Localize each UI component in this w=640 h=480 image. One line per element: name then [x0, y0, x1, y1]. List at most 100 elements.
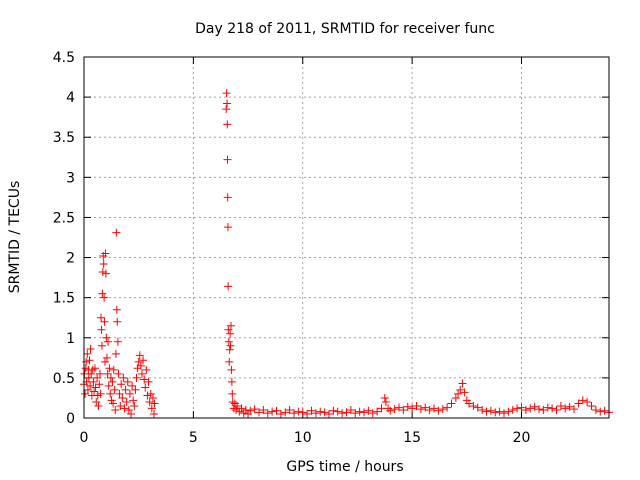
data-point [95, 369, 104, 378]
data-point [491, 408, 500, 417]
data-point [223, 223, 232, 232]
data-point [104, 381, 113, 390]
data-point [111, 405, 120, 414]
data-point [591, 405, 600, 414]
data-point [101, 269, 110, 278]
data-points [80, 89, 613, 418]
data-point [451, 393, 460, 402]
x-tick-label: 0 [80, 430, 89, 446]
data-point [228, 389, 237, 398]
data-point [81, 389, 90, 398]
data-point [495, 407, 504, 416]
data-point [128, 381, 137, 390]
data-point [141, 383, 150, 392]
data-point [458, 379, 467, 388]
data-point [578, 396, 587, 405]
data-point [583, 397, 592, 406]
data-point [399, 405, 408, 414]
data-point [99, 259, 108, 268]
data-point [124, 405, 133, 414]
data-point [222, 105, 231, 114]
data-point [434, 406, 443, 415]
data-point [130, 401, 139, 410]
data-point [307, 406, 316, 415]
data-point [148, 393, 157, 402]
data-point [122, 397, 131, 406]
data-point [83, 385, 92, 394]
data-point [373, 407, 382, 416]
data-point [223, 193, 232, 202]
data-point [421, 403, 430, 412]
data-point [114, 369, 123, 378]
data-point [224, 282, 233, 291]
data-point [473, 403, 482, 412]
data-point [408, 404, 417, 413]
data-point [85, 356, 94, 365]
data-point [92, 397, 101, 406]
data-point [430, 404, 438, 413]
axis-ticks: 0 0.5 1 1.5 2 2.5 3 3.5 4 4.5 0 5 10 15 20 [53, 50, 609, 446]
data-point [112, 228, 121, 237]
data-point [268, 407, 277, 416]
data-point [146, 389, 155, 398]
data-point [587, 401, 596, 410]
data-point [535, 405, 543, 414]
data-point [232, 405, 241, 414]
data-point [226, 329, 235, 338]
x-axis-label: GPS time / hours [286, 459, 403, 475]
data-point [95, 380, 104, 389]
data-point [276, 409, 285, 418]
data-point [526, 404, 535, 413]
data-point [121, 385, 130, 394]
y-tick-label: 2 [66, 251, 75, 267]
data-point [140, 375, 149, 384]
y-tick-label: 0.5 [53, 371, 75, 387]
data-point [150, 409, 158, 418]
data-point [250, 405, 259, 414]
data-point [225, 357, 234, 366]
data-point [97, 325, 106, 334]
data-point [102, 333, 111, 342]
data-point [109, 365, 118, 374]
data-point [224, 325, 233, 334]
data-point [381, 397, 390, 406]
y-tick-label: 2.5 [53, 210, 75, 226]
data-point [113, 317, 122, 326]
data-point [227, 377, 236, 386]
data-point [111, 349, 120, 358]
data-point [96, 389, 105, 398]
data-point [223, 99, 232, 108]
data-point [226, 341, 235, 350]
data-point [110, 385, 119, 394]
data-point [108, 377, 117, 386]
data-point [222, 89, 231, 98]
data-point [478, 405, 487, 414]
data-point [465, 399, 473, 408]
data-point [101, 249, 110, 258]
data-point [574, 399, 583, 408]
data-point [97, 341, 106, 350]
data-point [390, 405, 399, 414]
data-point [131, 385, 140, 394]
data-point [94, 401, 103, 410]
y-tick-label: 1 [66, 331, 75, 347]
data-point [281, 408, 290, 417]
data-point [346, 405, 355, 414]
data-point [147, 404, 156, 413]
data-point [416, 405, 425, 414]
data-point [145, 397, 154, 406]
x-tick-label: 15 [403, 430, 421, 446]
data-point [101, 357, 109, 366]
data-point [329, 406, 338, 415]
x-tick-label: 10 [294, 430, 312, 446]
data-point [285, 405, 294, 414]
plot-frame [83, 56, 610, 419]
x-tick-label: 20 [513, 430, 531, 446]
data-point [454, 389, 463, 398]
data-point [561, 404, 570, 413]
chart-title: Day 218 of 2011, SRMTID for receiver fun… [195, 21, 495, 37]
data-point [142, 365, 151, 374]
data-point [521, 405, 530, 414]
data-point [360, 408, 368, 417]
data-point [412, 401, 421, 410]
